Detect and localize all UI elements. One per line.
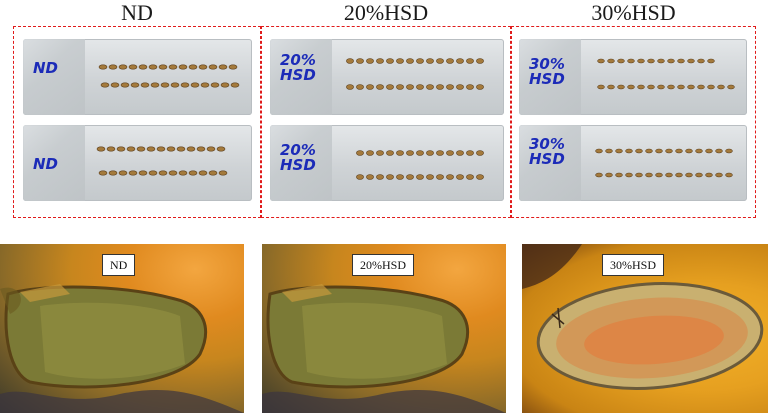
column-title-nd: ND [121,0,153,25]
column-title-30hsd: 30%HSD [591,0,676,25]
slide-frosted-end [23,39,85,115]
micrograph-label: 30%HSD [602,254,665,276]
group-box-30hsd: 30% HSD 30% HSD [511,26,756,218]
embryo-micrograph [522,244,764,390]
slide-frosted-end [519,125,581,201]
slide-frosted-end [519,39,581,115]
column-title-20hsd: 20%HSD [343,0,429,25]
micrograph-20hsd: 20%HSD [262,244,506,413]
slide-frosted-end [23,125,85,201]
group-box-nd: ND ND [13,26,261,218]
slide-20hsd-bottom: 20% HSD [270,125,504,201]
slide-30hsd-bottom: 30% HSD [519,125,747,201]
micrograph-label: ND [102,254,136,276]
embryo-row [100,82,240,88]
handwritten-label: 20% HSD [280,51,316,84]
embryo-rows [96,146,228,176]
slide-frosted-end [270,125,332,201]
embryo-rows [98,64,240,88]
embryo-micrograph [262,284,506,413]
slide-frosted-end [270,39,332,115]
handwritten-label: ND [33,59,59,77]
handwritten-label: 30% HSD [529,135,565,168]
slide-nd-top: ND [23,39,252,115]
micrograph-label: 20%HSD [352,254,415,276]
embryo-micrograph [0,284,244,413]
embryo-rows [356,150,484,180]
slide-nd-bottom: ND [23,125,252,201]
embryo-rows [595,148,733,178]
micrograph-30hsd: 30%HSD [522,244,768,413]
slide-20hsd-top: 20% HSD [270,39,504,115]
handwritten-label: 30% HSD [529,55,565,88]
embryo-rows [346,58,484,90]
slide-30hsd-top: 30% HSD [519,39,747,115]
handwritten-label: ND [33,155,59,173]
handwritten-label: 20% HSD [280,141,316,174]
embryo-row [98,64,238,70]
micrograph-nd: ND [0,244,244,413]
group-box-20hsd: 20% HSD 20% HSD [261,26,511,218]
embryo-rows [597,58,735,90]
